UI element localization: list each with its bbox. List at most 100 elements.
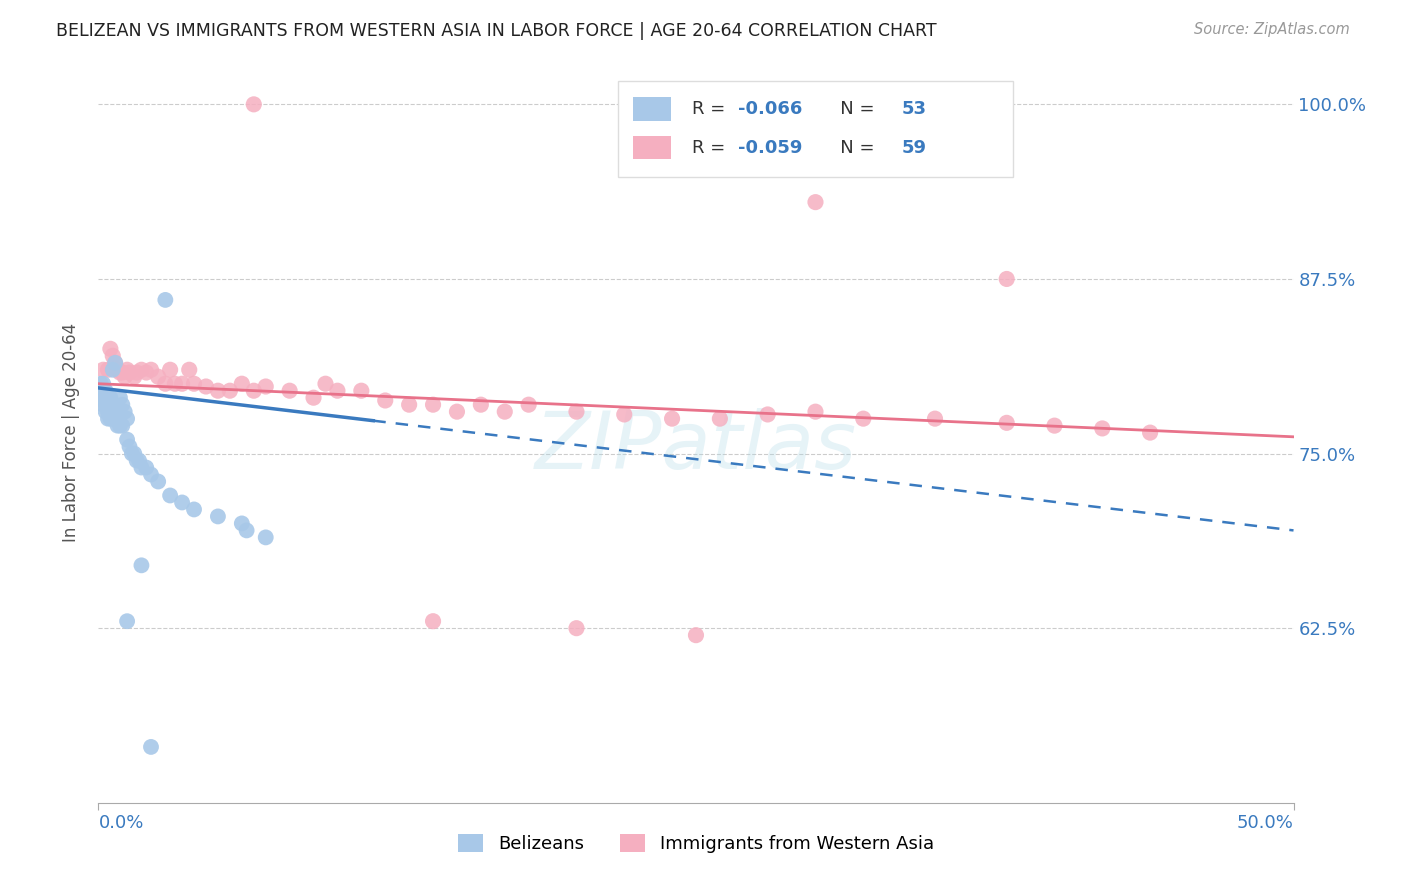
Point (924, 411, 946, 425)
Point (118, 366, 141, 380)
Point (243, 384, 266, 398)
Point (183, 502, 205, 516)
Point (115, 411, 138, 425)
Point (613, 408, 636, 422)
Point (159, 488, 181, 502)
Y-axis label: In Labor Force | Age 20-64: In Labor Force | Age 20-64 (62, 323, 80, 542)
Point (756, 408, 779, 422)
Point (804, 195, 827, 210)
Point (517, 398, 540, 412)
Point (995, 272, 1018, 286)
Point (114, 405, 136, 419)
Point (115, 433, 138, 447)
FancyBboxPatch shape (619, 81, 1012, 178)
Point (107, 405, 129, 419)
Point (90, 376, 112, 391)
Point (124, 369, 146, 384)
Point (97, 363, 120, 377)
Text: 0.0%: 0.0% (98, 814, 143, 832)
Point (135, 366, 157, 380)
Point (94, 405, 117, 419)
Point (111, 398, 134, 412)
Point (104, 411, 127, 425)
Point (115, 363, 138, 377)
Text: -0.066: -0.066 (738, 100, 803, 118)
Point (125, 366, 148, 380)
Point (494, 405, 516, 419)
Point (374, 393, 396, 408)
Point (97, 391, 120, 405)
Point (135, 460, 157, 475)
Point (278, 384, 301, 398)
Point (131, 460, 153, 475)
Point (98, 391, 122, 405)
Point (565, 405, 588, 419)
Point (101, 411, 124, 425)
Point (101, 363, 124, 377)
Point (661, 411, 683, 425)
Point (107, 418, 129, 433)
Point (115, 614, 138, 628)
Point (326, 384, 349, 398)
FancyBboxPatch shape (633, 136, 671, 160)
Point (422, 614, 444, 628)
Point (315, 376, 337, 391)
Point (172, 495, 194, 509)
Text: Source: ZipAtlas.com: Source: ZipAtlas.com (1194, 22, 1350, 37)
Point (179, 363, 201, 377)
Point (91, 391, 114, 405)
Point (94, 384, 117, 398)
Point (172, 376, 194, 391)
Point (139, 467, 162, 482)
Point (155, 293, 177, 307)
Point (163, 376, 186, 391)
Point (118, 440, 141, 454)
Point (121, 446, 143, 460)
Point (98, 405, 122, 419)
Point (108, 366, 131, 380)
Text: R =: R = (692, 100, 731, 118)
Text: BELIZEAN VS IMMIGRANTS FROM WESTERN ASIA IN LABOR FORCE | AGE 20-64 CORRELATION : BELIZEAN VS IMMIGRANTS FROM WESTERN ASIA… (56, 22, 936, 40)
Point (91, 376, 114, 391)
Point (254, 530, 277, 544)
Point (131, 558, 153, 573)
Point (108, 391, 131, 405)
Text: 59: 59 (901, 138, 927, 157)
Point (98, 342, 122, 356)
Point (139, 739, 162, 754)
Point (139, 363, 162, 377)
Text: 50.0%: 50.0% (1237, 814, 1294, 832)
Point (207, 384, 229, 398)
Point (90, 384, 112, 398)
Point (565, 621, 588, 635)
Point (1043, 418, 1066, 433)
Point (104, 356, 127, 370)
Point (108, 418, 131, 433)
Point (114, 369, 136, 384)
Point (111, 418, 134, 433)
Point (125, 453, 148, 467)
Point (995, 416, 1018, 430)
Point (97, 398, 120, 412)
Point (219, 384, 242, 398)
Point (98, 411, 122, 425)
Text: -0.059: -0.059 (738, 138, 803, 157)
Point (101, 349, 124, 363)
Point (1091, 421, 1114, 435)
Point (131, 363, 153, 377)
Point (350, 384, 373, 398)
Point (709, 411, 731, 425)
Text: 53: 53 (901, 100, 927, 118)
Point (235, 524, 257, 538)
Point (90, 391, 112, 405)
Text: R =: R = (692, 138, 731, 157)
Point (302, 391, 325, 405)
Point (107, 363, 129, 377)
Point (804, 405, 827, 419)
Point (111, 366, 134, 380)
Point (128, 453, 150, 467)
Point (207, 509, 229, 524)
Point (183, 376, 205, 391)
FancyBboxPatch shape (633, 97, 671, 121)
Point (91, 384, 114, 398)
